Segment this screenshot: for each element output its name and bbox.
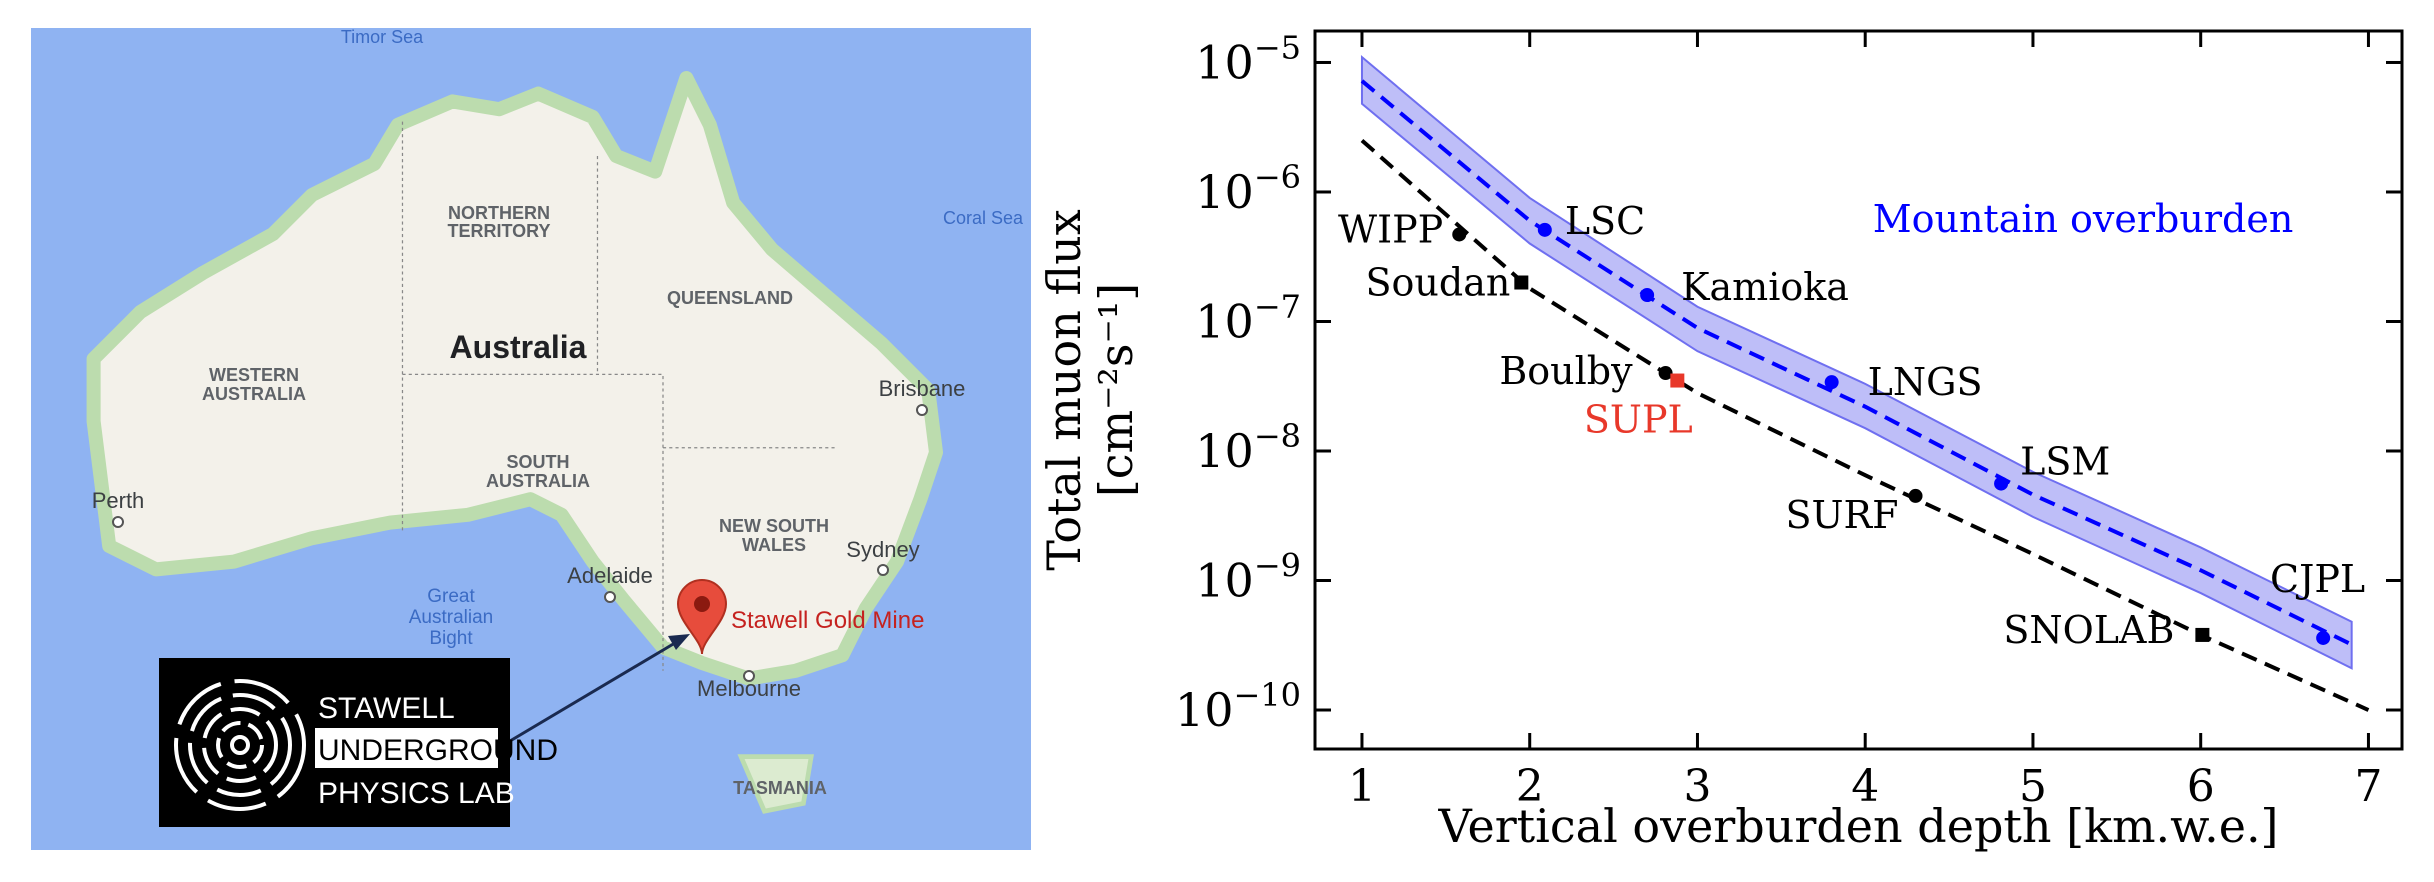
city-dots (112, 404, 928, 682)
data-point (1908, 488, 1923, 503)
logo-text: STAWELL UNDERGROUND PHYSICS LAB (318, 692, 558, 810)
data-point (1452, 227, 1467, 242)
chart: 1 2 3 4 5 6 7 10−5 10−6 10−7 10−8 10−9 10−10 Vertical… (1037, 28, 2404, 853)
point-label: Boulby (1499, 349, 1633, 393)
mainland (86, 70, 944, 686)
city-label: Brisbane (879, 376, 966, 401)
point-label: LSC (1565, 199, 1645, 243)
map-pin-dot (694, 596, 710, 612)
x-tick-label: 7 (2354, 761, 2382, 812)
data-point (2316, 630, 2331, 645)
point-label: WIPP (1338, 207, 1443, 251)
sea-label: Great (427, 586, 475, 607)
x-tick-label: 3 (1683, 761, 1711, 812)
city-label: Adelaide (567, 563, 653, 588)
logo-band (315, 728, 498, 768)
data-point (1640, 288, 1655, 303)
x-tick-label: 1 (1348, 761, 1376, 812)
state-label: NEW SOUTH (719, 516, 829, 536)
annotation: Mountain overburden (1873, 197, 2294, 241)
logo-line: UNDERGROUND (318, 734, 558, 767)
country-label: Australia (450, 329, 587, 365)
y-tick-label: 10−7 (1195, 287, 1301, 348)
y-axis-label: [cm⁻²s⁻¹] (1089, 283, 1143, 497)
state-label: SOUTH (507, 452, 570, 472)
tasmania-land (737, 754, 814, 814)
data-point (1994, 476, 2009, 491)
fit-curve (1360, 79, 2353, 647)
data-point (1670, 373, 1685, 388)
data-point (1514, 275, 1529, 290)
point-label: Soudan (1365, 261, 1510, 305)
landmass (86, 70, 944, 814)
uncertainty-band (1360, 54, 2353, 670)
state-label: WESTERN (209, 365, 299, 385)
logo-line: STAWELL (318, 692, 455, 725)
point-label: SNOLAB (2003, 608, 2174, 652)
point-label: SUPL (1584, 398, 1693, 442)
point-label: LNGS (1868, 360, 1983, 404)
data-point (2195, 627, 2210, 642)
arrow (509, 638, 681, 743)
state-label: AUSTRALIA (486, 471, 590, 491)
state-label: QUEENSLAND (667, 288, 793, 308)
y-axis-label: Total muon flux (1037, 209, 1091, 571)
map: Timor Sea Coral Sea NORTHERN TERRITORY A… (31, 27, 1031, 850)
sea-label: Bight (429, 628, 473, 649)
logo: STAWELL UNDERGROUND PHYSICS LAB (159, 658, 558, 827)
point-label: LSM (2020, 440, 2110, 484)
borders (401, 121, 835, 671)
logo-rings (174, 679, 306, 811)
pin-label: Stawell Gold Mine (731, 607, 924, 634)
state-label: NORTHERN (448, 203, 550, 223)
logo-line: PHYSICS LAB (318, 777, 515, 810)
city-label: Sydney (846, 537, 919, 562)
y-tick-label: 10−9 (1195, 547, 1301, 608)
x-tick-label: 2 (1516, 761, 1544, 812)
point-label: CJPL (2270, 557, 2365, 601)
x-tick-label: 6 (2187, 761, 2215, 812)
sea-label: Australian (409, 607, 494, 628)
sea-label: Timor Sea (341, 27, 424, 47)
point-label: SURF (1785, 493, 1898, 537)
data-point (1658, 366, 1673, 381)
y-tick-label: 10−6 (1195, 158, 1301, 219)
arrow-head (668, 634, 690, 650)
state-label: TERRITORY (447, 221, 550, 241)
state-label: TASMANIA (733, 778, 827, 798)
x-tick-label: 4 (1851, 761, 1879, 812)
y-tick-label: 10−8 (1195, 417, 1301, 478)
state-label: WALES (742, 535, 806, 555)
sea-label: Coral Sea (943, 208, 1024, 228)
point-label: Kamioka (1681, 265, 1849, 309)
y-tick-label: 10−5 (1195, 28, 1301, 89)
x-tick-label: 5 (2019, 761, 2047, 812)
map-pin (676, 578, 728, 655)
y-tick-label: 10−10 (1175, 676, 1301, 737)
city-label: Perth (92, 488, 145, 513)
x-axis-label: Vertical overburden depth [km.w.e.] (1437, 799, 2278, 853)
data-point (1537, 222, 1552, 237)
plot-frame (1313, 29, 2404, 751)
data-point (1824, 375, 1839, 390)
map-labels: Timor Sea Coral Sea NORTHERN TERRITORY A… (92, 27, 1024, 798)
state-label: AUSTRALIA (202, 384, 306, 404)
